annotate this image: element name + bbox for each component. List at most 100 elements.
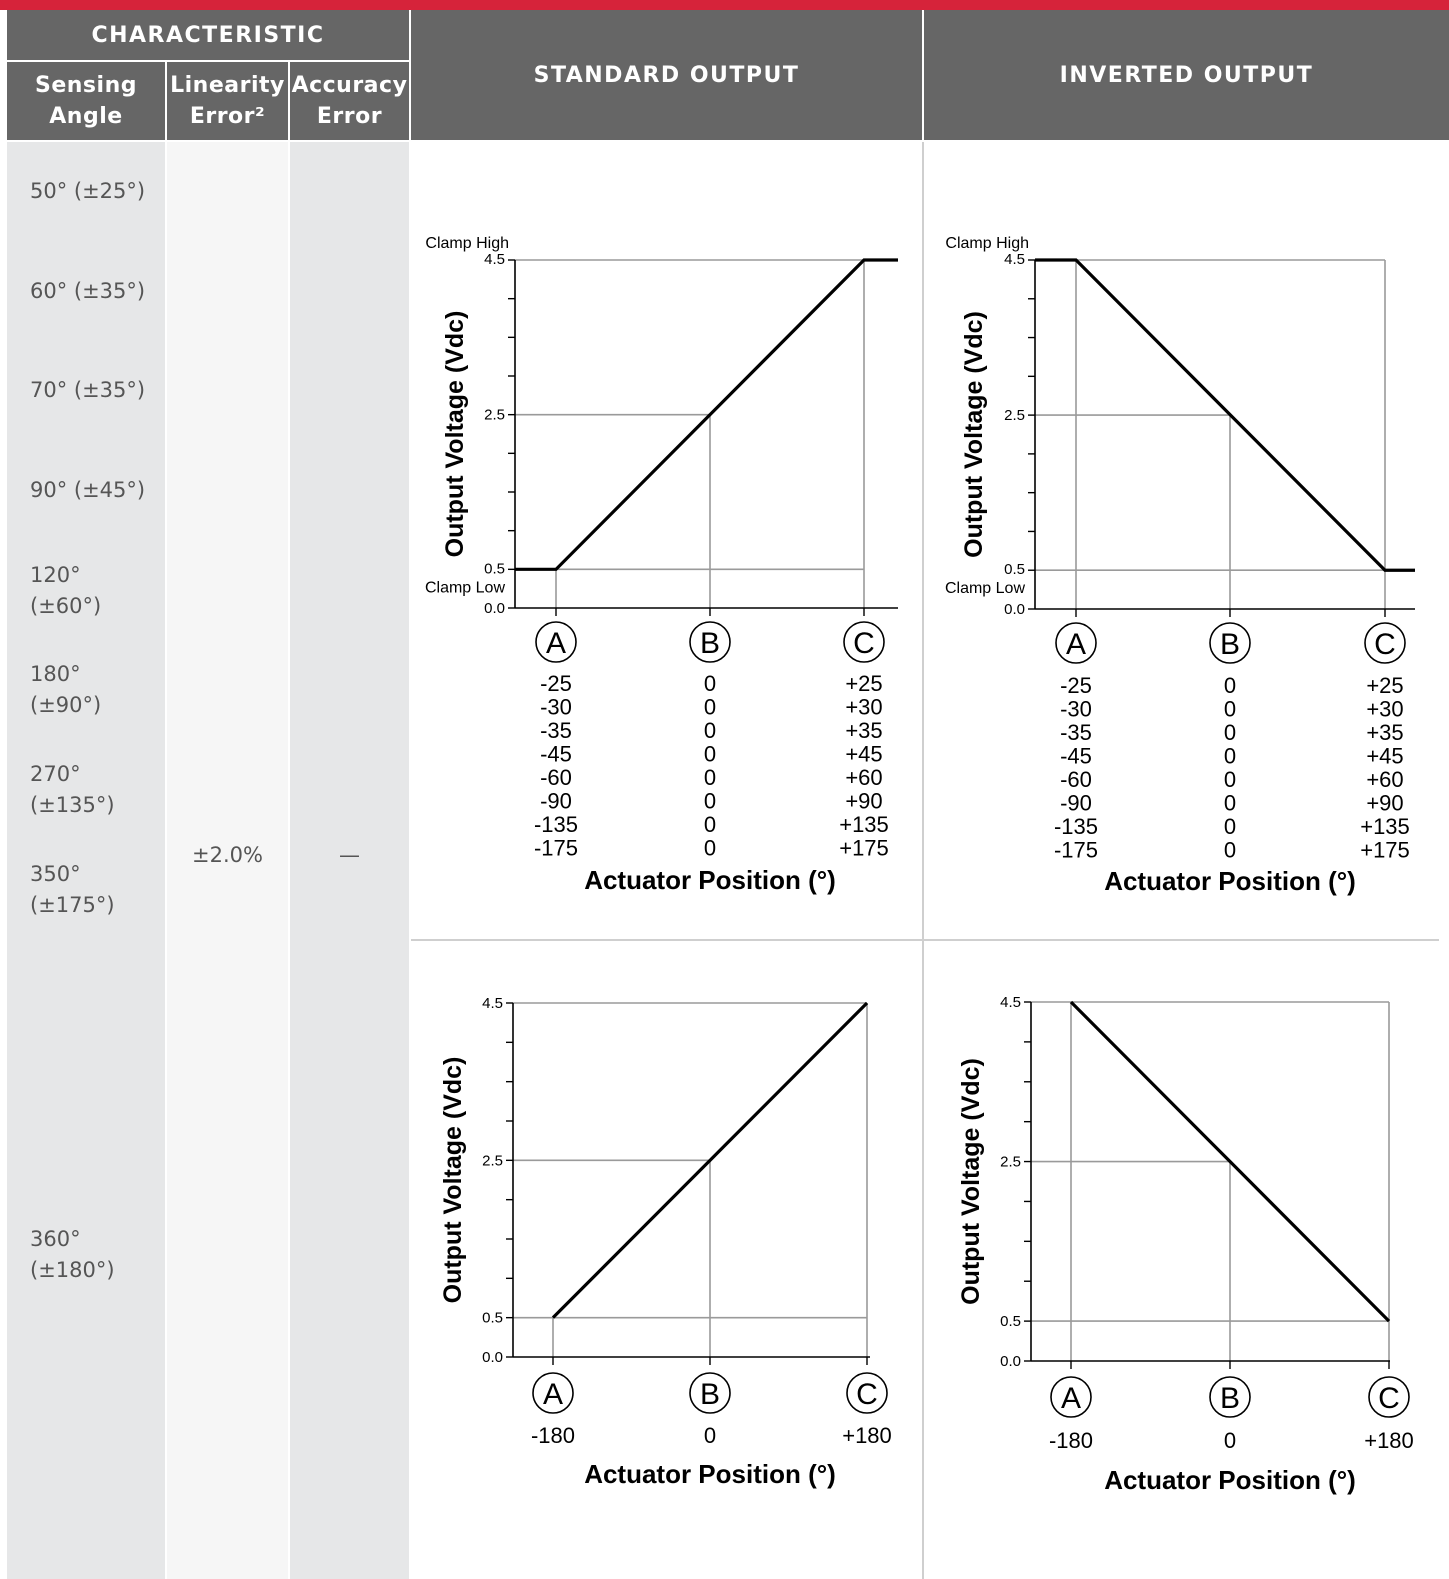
position-value-b: 0 <box>1224 1428 1236 1453</box>
position-value-b: 0 <box>1224 720 1236 745</box>
position-value-c: +175 <box>1360 838 1410 863</box>
y-tick-label: 4.5 <box>1004 251 1025 268</box>
position-value-a: -45 <box>1060 744 1092 769</box>
position-marker-b <box>689 621 731 663</box>
position-value-a: -90 <box>540 789 572 814</box>
position-value-a: -60 <box>540 765 572 790</box>
position-value-c: +35 <box>1366 720 1403 745</box>
output-line <box>551 1001 869 1319</box>
header-standard-output: STANDARD OUTPUT <box>411 10 922 140</box>
position-value-c: +90 <box>1366 791 1403 816</box>
sensing-angle-70: 70° (±35°) <box>30 378 146 402</box>
inverted-output-clamped-chart: 4.5 2.5 0.5 0.0 Clamp High Clamp Low Output Vo… <box>945 235 1415 896</box>
position-marker-label: A <box>543 1378 563 1411</box>
position-value-b: 0 <box>704 812 716 837</box>
y-tick-label: 0.0 <box>482 1349 503 1366</box>
position-value-b: 0 <box>1224 814 1236 839</box>
position-value-c: +45 <box>845 742 882 767</box>
position-marker-label: C <box>1374 628 1396 661</box>
position-value-b: 0 <box>1224 744 1236 769</box>
position-value-b: 0 <box>1224 767 1236 792</box>
y-axis-label: Output Voltage (Vdc) <box>960 311 988 558</box>
sensing-angle-360: 360° (±180°) <box>30 1227 115 1282</box>
y-tick-label: 0.5 <box>1004 561 1025 578</box>
clamp-high-label: Clamp High <box>425 235 509 252</box>
sensing-angle-350: 350° (±175°) <box>30 862 115 917</box>
position-value-a: -35 <box>1060 720 1092 745</box>
position-value-c: +180 <box>1364 1428 1414 1453</box>
x-axis-label: Actuator Position (°) <box>1104 866 1356 896</box>
x-axis-label: Actuator Position (°) <box>584 1459 836 1489</box>
header-linearity-error: Linearity Error² <box>167 62 288 140</box>
position-marker-c <box>1364 622 1406 664</box>
position-value-b: 0 <box>1224 791 1236 816</box>
header-sensing-angle: Sensing Angle <box>7 62 165 140</box>
position-marker-label: B <box>1220 1382 1240 1415</box>
position-value-b: 0 <box>704 1423 716 1448</box>
position-value-c: +45 <box>1366 744 1403 769</box>
position-value-a: -180 <box>531 1423 575 1448</box>
position-marker-label: A <box>546 627 566 660</box>
sensing-angle-120: 120° (±60°) <box>30 563 102 618</box>
y-tick-label: 2.5 <box>1000 1154 1021 1171</box>
position-value-a: -30 <box>1060 697 1092 722</box>
position-marker-a <box>1055 622 1097 664</box>
position-value-c: +180 <box>842 1423 892 1448</box>
position-value-b: 0 <box>704 836 716 861</box>
sensing-angle-column <box>7 142 165 1579</box>
y-tick-label: 0.0 <box>1000 1353 1021 1370</box>
y-axis-label: Output Voltage (Vdc) <box>439 1057 467 1304</box>
position-marker-a <box>532 1372 574 1414</box>
position-marker-a <box>1050 1376 1092 1418</box>
position-marker-label: C <box>853 627 875 660</box>
sensing-angle-180: 180° (±90°) <box>30 662 102 717</box>
output-line <box>1069 1000 1391 1323</box>
y-tick-label: 0.0 <box>484 600 505 617</box>
position-value-b: 0 <box>704 789 716 814</box>
position-value-b: 0 <box>1224 697 1236 722</box>
position-value-a: -135 <box>534 812 578 837</box>
standard-output-clamped-chart: 4.5 2.5 0.5 0.0 Clamp High Clamp Low Output Vo… <box>425 235 898 895</box>
position-value-a: -180 <box>1049 1428 1093 1453</box>
position-marker-label: C <box>1378 1382 1400 1415</box>
y-tick-label: 0.5 <box>482 1310 503 1327</box>
position-marker-b <box>689 1372 731 1414</box>
accuracy-error-column <box>290 142 409 1579</box>
clamp-low-label: Clamp Low <box>945 580 1025 597</box>
row-divider <box>411 939 1439 941</box>
header-inverted-output: INVERTED OUTPUT <box>924 10 1449 140</box>
linearity-error-value: ±2.0% <box>192 843 263 867</box>
accent-bar <box>0 0 1449 10</box>
position-value-c: +35 <box>845 718 882 743</box>
accuracy-error-value: — <box>339 843 360 867</box>
position-value-b: 0 <box>704 765 716 790</box>
y-tick-label: 2.5 <box>482 1152 503 1169</box>
position-value-c: +135 <box>839 812 889 837</box>
position-value-c: +60 <box>1366 767 1403 792</box>
position-value-c: +135 <box>1360 814 1410 839</box>
position-value-a: -60 <box>1060 767 1092 792</box>
position-value-c: +60 <box>845 765 882 790</box>
position-value-c: +25 <box>845 671 882 696</box>
position-value-c: +25 <box>1366 673 1403 698</box>
sensing-angle-60: 60° (±35°) <box>30 279 146 303</box>
position-marker-label: B <box>700 627 720 660</box>
position-marker-c <box>846 1372 888 1414</box>
position-value-c: +30 <box>1366 697 1403 722</box>
header-accuracy-error: Accuracy Error <box>290 62 409 140</box>
position-marker-label: B <box>1220 628 1240 661</box>
y-tick-label: 2.5 <box>1004 407 1025 424</box>
y-tick-label: 0.5 <box>484 560 505 577</box>
sensing-angle-90: 90° (±45°) <box>30 478 146 502</box>
position-value-a: -135 <box>1054 814 1098 839</box>
y-tick-label: 2.5 <box>484 407 505 424</box>
position-value-b: 0 <box>1224 673 1236 698</box>
position-value-b: 0 <box>704 718 716 743</box>
position-marker-b <box>1209 1376 1251 1418</box>
header-characteristic: CHARACTERISTIC <box>7 10 409 60</box>
position-value-b: 0 <box>704 695 716 720</box>
linearity-error-column <box>167 142 288 1579</box>
position-marker-b <box>1209 622 1251 664</box>
position-marker-c <box>843 621 885 663</box>
position-marker-label: A <box>1066 628 1086 661</box>
